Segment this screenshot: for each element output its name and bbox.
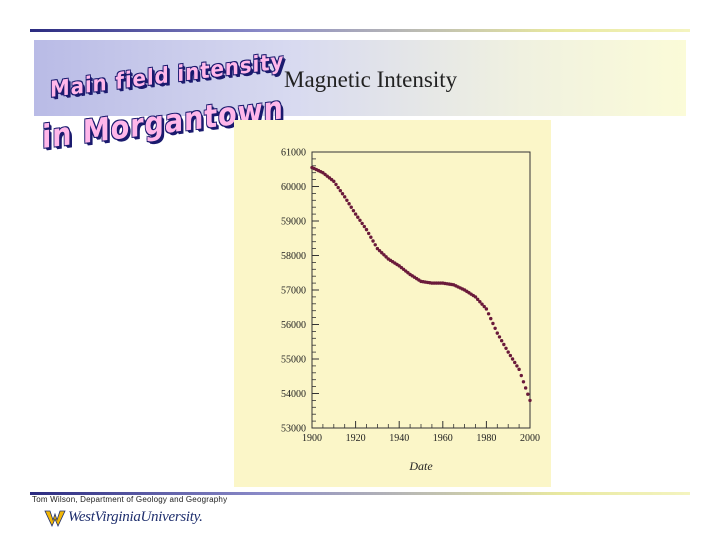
data-point bbox=[473, 295, 478, 299]
data-point bbox=[380, 251, 384, 255]
data-point bbox=[349, 205, 353, 209]
data-point bbox=[377, 248, 382, 253]
data-point bbox=[517, 367, 521, 372]
data-point bbox=[528, 398, 532, 403]
top-rule bbox=[30, 29, 690, 32]
data-point bbox=[502, 342, 506, 347]
slide-title: Magnetic Intensity bbox=[284, 67, 458, 92]
data-point bbox=[373, 243, 377, 247]
data-point bbox=[360, 221, 364, 226]
x-tick-label: 1960 bbox=[433, 433, 453, 444]
data-point bbox=[486, 312, 491, 316]
data-point bbox=[364, 227, 369, 232]
x-tick-label: 2000 bbox=[520, 433, 540, 444]
data-point bbox=[347, 202, 351, 206]
data-point bbox=[369, 235, 373, 239]
wvu-logo-text: WestVirginiaUniversity. bbox=[68, 509, 203, 525]
data-point bbox=[356, 215, 360, 219]
data-point bbox=[482, 304, 486, 309]
data-point bbox=[475, 297, 480, 302]
data-point bbox=[523, 386, 528, 390]
data-point bbox=[366, 231, 371, 236]
data-point bbox=[497, 335, 502, 339]
y-tick-label: 56000 bbox=[281, 320, 306, 331]
data-point bbox=[343, 195, 347, 199]
data-point bbox=[484, 307, 489, 311]
data-point bbox=[521, 380, 526, 384]
data-point bbox=[345, 198, 349, 202]
data-point bbox=[375, 246, 380, 251]
data-point bbox=[334, 182, 338, 187]
data-point bbox=[384, 255, 388, 259]
data-point bbox=[332, 179, 336, 184]
data-point bbox=[478, 300, 482, 304]
chart-panel: 53000 54000 55000 56000 57000 58000 59000 60000… bbox=[234, 120, 551, 487]
bottom-rule bbox=[30, 492, 690, 495]
data-point bbox=[495, 331, 499, 335]
data-point bbox=[353, 212, 358, 216]
data-point bbox=[491, 321, 495, 326]
y-tick-label: 53000 bbox=[281, 424, 306, 435]
data-point bbox=[340, 192, 345, 196]
data-point bbox=[382, 253, 386, 257]
y-tick-label: 55000 bbox=[281, 355, 306, 366]
data-point bbox=[508, 353, 513, 358]
data-point bbox=[504, 346, 508, 351]
y-tick-label: 61000 bbox=[281, 148, 306, 159]
data-point bbox=[493, 326, 497, 330]
y-tick-label: 57000 bbox=[281, 286, 306, 297]
data-point bbox=[510, 357, 515, 361]
header-band bbox=[34, 40, 686, 116]
x-tick-label: 1920 bbox=[346, 433, 366, 444]
data-point bbox=[336, 185, 340, 190]
data-point bbox=[338, 188, 343, 193]
data-point bbox=[371, 239, 375, 243]
plot-frame bbox=[311, 151, 531, 429]
y-tick-label: 59000 bbox=[281, 217, 306, 228]
data-point bbox=[499, 339, 504, 343]
footer-credit: Tom Wilson, Department of Geology and Ge… bbox=[32, 495, 228, 504]
data-point bbox=[489, 316, 493, 321]
data-point bbox=[513, 360, 517, 365]
intensity-chart: 53000 54000 55000 56000 57000 58000 59000 60000… bbox=[281, 148, 540, 474]
data-point bbox=[506, 350, 510, 354]
data-point bbox=[351, 208, 356, 213]
x-tick-label: 1900 bbox=[302, 433, 322, 444]
y-tick-label: 60000 bbox=[281, 182, 306, 193]
data-point bbox=[480, 302, 484, 306]
data-point bbox=[358, 218, 362, 223]
y-tick-label: 58000 bbox=[281, 251, 306, 262]
x-tick-label: 1940 bbox=[389, 433, 409, 444]
data-point bbox=[526, 392, 530, 396]
data-point bbox=[362, 224, 367, 229]
y-tick-label: 54000 bbox=[281, 389, 306, 400]
wvu-flying-wv-icon bbox=[44, 510, 66, 527]
x-axis-title: Date bbox=[408, 459, 433, 473]
x-tick-label: 1980 bbox=[476, 433, 496, 444]
data-point bbox=[515, 364, 519, 368]
wvu-logo: WestVirginiaUniversity. bbox=[44, 507, 204, 529]
data-point bbox=[519, 373, 523, 378]
